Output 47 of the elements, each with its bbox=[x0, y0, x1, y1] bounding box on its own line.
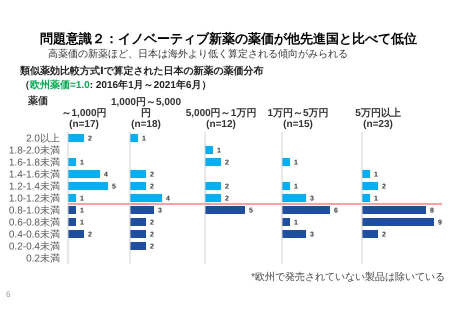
bar bbox=[68, 230, 84, 238]
bar bbox=[362, 230, 378, 238]
y-tick-label: 1.6-1.8未満 bbox=[8, 156, 60, 169]
y-tick-label: 2.0以上 bbox=[26, 132, 60, 145]
bar bbox=[130, 206, 154, 214]
chart-title: 5万円以上 (n=23) bbox=[354, 108, 402, 130]
y-axis-title: 薬価 bbox=[28, 94, 48, 108]
y-tick-label: 0.8-1.0未満 bbox=[8, 204, 60, 217]
y-tick-label: 1.8-2.0未満 bbox=[8, 144, 60, 157]
bar bbox=[362, 182, 378, 190]
y-tick-label: 1.4-1.6未満 bbox=[8, 168, 60, 181]
y-tick-label: 0.2未満 bbox=[26, 252, 60, 265]
bar bbox=[130, 170, 146, 178]
bar bbox=[68, 134, 84, 142]
text: 類似薬効比較方式Ⅰで算定された日本の新薬の薬価分布 bbox=[20, 64, 264, 78]
bar bbox=[68, 206, 76, 214]
bar bbox=[362, 170, 370, 178]
y-tick-label: 0.2-0.4未満 bbox=[8, 240, 60, 253]
bar bbox=[68, 182, 108, 190]
bar bbox=[68, 194, 76, 202]
text: : 2016年1月～2021年6月） bbox=[90, 80, 212, 91]
bar bbox=[130, 218, 146, 226]
bar bbox=[130, 242, 146, 250]
text: 欧州薬価=1.0 bbox=[30, 80, 90, 91]
bar bbox=[130, 230, 146, 238]
bar bbox=[362, 206, 426, 214]
bar bbox=[68, 158, 76, 166]
bar bbox=[362, 218, 434, 226]
chart-title: 5,000円～1万円 (n=12) bbox=[184, 108, 258, 130]
bar bbox=[362, 194, 370, 202]
bar bbox=[130, 182, 146, 190]
bar bbox=[68, 170, 100, 178]
text: 6 bbox=[6, 290, 10, 299]
bar bbox=[130, 134, 138, 142]
chart-title: ～1,000円 (n=17) bbox=[60, 108, 108, 130]
bar bbox=[68, 218, 76, 226]
chart-title: 1万円～5万円 (n=15) bbox=[266, 108, 330, 130]
chart-title: 1,000円～5,000円 (n=18) bbox=[110, 97, 182, 130]
y-tick-label: 0.4-0.6未満 bbox=[8, 228, 60, 241]
bar bbox=[130, 194, 162, 202]
y-tick-label: 1.0-1.2未満 bbox=[8, 192, 60, 205]
text: 問題意識２：イノベーティブ新薬の薬価が他先進国と比べて低位 bbox=[40, 30, 417, 48]
text: 高薬価の新薬ほど、日本は海外より低く算定される傾向がみられる bbox=[48, 48, 348, 61]
text: （ bbox=[20, 80, 30, 91]
y-tick-label: 1.2-1.4未満 bbox=[8, 180, 60, 193]
text: *欧州で発売されていない製品は除いている bbox=[251, 270, 445, 284]
y-tick-label: 0.6-0.8未満 bbox=[8, 216, 60, 229]
